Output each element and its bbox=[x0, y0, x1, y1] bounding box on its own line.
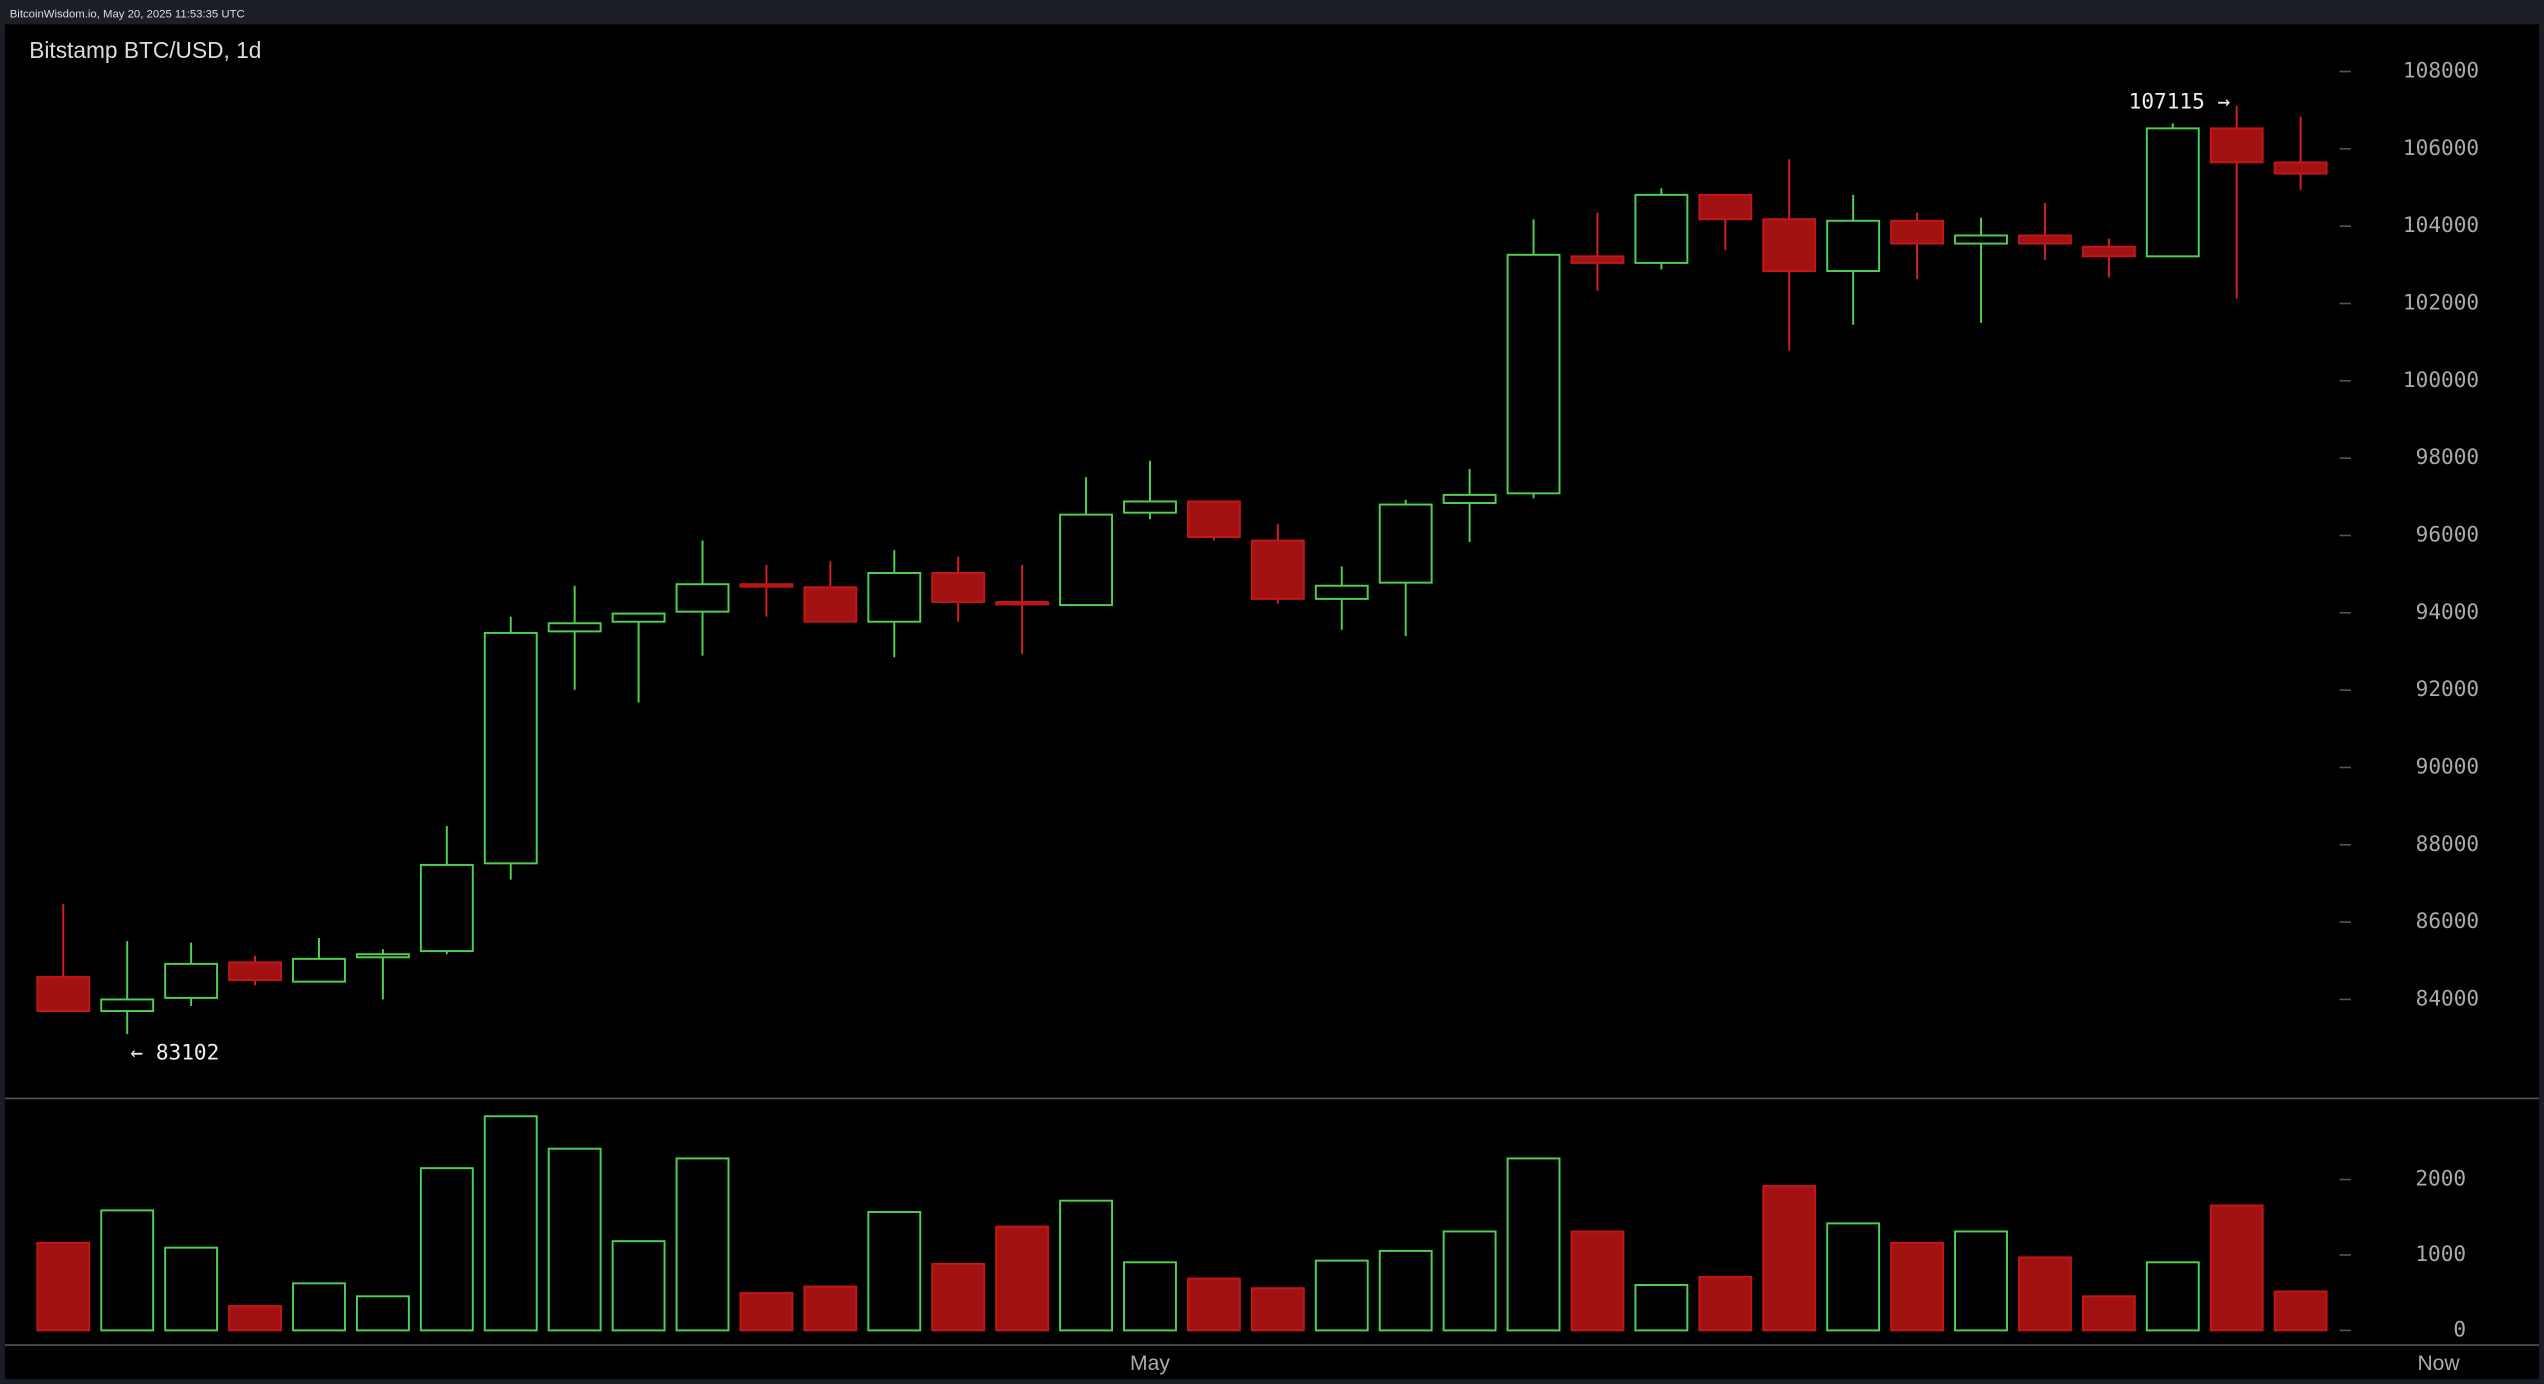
candle-body bbox=[1250, 539, 1305, 600]
candle-body bbox=[867, 572, 922, 623]
candle-body bbox=[1890, 219, 1945, 245]
candle-body bbox=[228, 961, 282, 982]
candle-body bbox=[675, 583, 730, 613]
volume-bar bbox=[1186, 1277, 1241, 1332]
volume-tick-label: 0 bbox=[2453, 1316, 2466, 1341]
y-tick-label: 106000 bbox=[2403, 135, 2479, 160]
y-tick-label: 88000 bbox=[2416, 831, 2479, 856]
volume-bar bbox=[803, 1285, 858, 1332]
y-tick-label: 96000 bbox=[2416, 521, 2479, 546]
header-text: BitcoinWisdom.io, May 20, 2025 11:53:35 … bbox=[10, 9, 245, 21]
volume-bar bbox=[419, 1167, 474, 1332]
price-annotation: 107115 → bbox=[2129, 89, 2231, 114]
volume-bar bbox=[2273, 1290, 2328, 1332]
chart-title: Bitstamp BTC/USD, 1d bbox=[29, 37, 261, 63]
y-tick-label: 108000 bbox=[2403, 58, 2479, 83]
y-tick-label: 94000 bbox=[2416, 599, 2479, 624]
volume-bar bbox=[1570, 1230, 1625, 1332]
candle-body bbox=[164, 962, 219, 999]
plot: 84000 86000 88000 90000 92000 94000 96000 98000… bbox=[36, 58, 2479, 1375]
x-tick-label: May bbox=[1130, 1352, 1170, 1375]
volume-bar bbox=[2145, 1261, 2200, 1332]
candle-body bbox=[611, 612, 666, 623]
volume-bar bbox=[100, 1209, 155, 1332]
volume-bar bbox=[1890, 1241, 1945, 1332]
volume-bar bbox=[1826, 1222, 1881, 1332]
candle-body bbox=[355, 953, 410, 959]
volume-bar bbox=[483, 1115, 538, 1332]
candle-body bbox=[1123, 500, 1177, 514]
candle-body bbox=[2209, 127, 2264, 164]
candle-body bbox=[1634, 193, 1689, 264]
candle-body bbox=[1314, 584, 1369, 600]
volume-bar bbox=[1698, 1275, 1753, 1332]
candle-body bbox=[1698, 193, 1753, 221]
volume-bar bbox=[292, 1282, 346, 1332]
volume-tick-label: 2000 bbox=[2415, 1166, 2466, 1191]
candle-body bbox=[739, 583, 794, 588]
candle-body bbox=[803, 586, 858, 623]
volume-bar bbox=[1506, 1157, 1561, 1332]
candle-body bbox=[1059, 513, 1114, 607]
volume-bar bbox=[611, 1240, 666, 1332]
volume-bar bbox=[547, 1147, 602, 1332]
candle-body bbox=[36, 976, 91, 1013]
candle-body bbox=[1826, 219, 1881, 273]
volume-bar bbox=[995, 1225, 1050, 1332]
volume-tick-label: 1000 bbox=[2415, 1241, 2466, 1266]
candle-body bbox=[2273, 161, 2328, 175]
y-tick-label: 92000 bbox=[2416, 676, 2479, 701]
volume-bar bbox=[1762, 1185, 1817, 1332]
candle-body bbox=[2081, 245, 2136, 258]
volume-bar bbox=[739, 1292, 794, 1332]
now-label: Now bbox=[2417, 1352, 2460, 1375]
volume-bar bbox=[228, 1305, 282, 1332]
candle-body bbox=[1762, 218, 1817, 273]
volume-bar bbox=[1442, 1230, 1497, 1332]
candle-body bbox=[1506, 253, 1561, 495]
candle-body bbox=[2145, 127, 2200, 258]
candle-body bbox=[1186, 500, 1241, 539]
volume-bar bbox=[1314, 1259, 1369, 1332]
candle-body bbox=[2018, 234, 2072, 245]
volume-bar bbox=[1634, 1284, 1689, 1332]
volume-bar bbox=[867, 1211, 922, 1332]
volume-bar bbox=[1250, 1287, 1305, 1332]
y-tick-label: 98000 bbox=[2416, 444, 2479, 469]
volume-bar bbox=[675, 1157, 730, 1332]
volume-bar bbox=[1378, 1249, 1433, 1332]
candle-body bbox=[931, 572, 986, 603]
candle-body bbox=[100, 998, 155, 1013]
candle-body bbox=[292, 957, 346, 983]
y-tick-label: 84000 bbox=[2416, 985, 2479, 1010]
y-tick-label: 86000 bbox=[2416, 908, 2479, 933]
y-tick-label: 100000 bbox=[2403, 367, 2479, 392]
volume-bar bbox=[1954, 1230, 2008, 1332]
volume-bar bbox=[1059, 1199, 1114, 1332]
candle-body bbox=[547, 622, 602, 633]
volume-bar bbox=[2081, 1295, 2136, 1332]
price-annotation: ← 83102 bbox=[130, 1040, 219, 1065]
candle-body bbox=[1442, 493, 1497, 504]
volume-bar bbox=[355, 1295, 410, 1332]
volume-bar bbox=[36, 1241, 91, 1332]
candle-body bbox=[1378, 503, 1433, 584]
volume-bar bbox=[1123, 1261, 1177, 1332]
candle-body bbox=[1570, 255, 1625, 264]
volume-bar bbox=[2209, 1204, 2264, 1332]
candle-body bbox=[419, 863, 474, 953]
volume-bar bbox=[931, 1262, 986, 1332]
y-tick-label: 90000 bbox=[2416, 753, 2479, 778]
y-tick-label: 102000 bbox=[2403, 290, 2479, 315]
candle-body bbox=[995, 601, 1050, 606]
volume-bar bbox=[2018, 1256, 2072, 1332]
volume-bar bbox=[164, 1246, 219, 1332]
y-tick-label: 104000 bbox=[2403, 212, 2479, 237]
candle-body bbox=[483, 631, 538, 865]
candle-body bbox=[1954, 234, 2008, 245]
